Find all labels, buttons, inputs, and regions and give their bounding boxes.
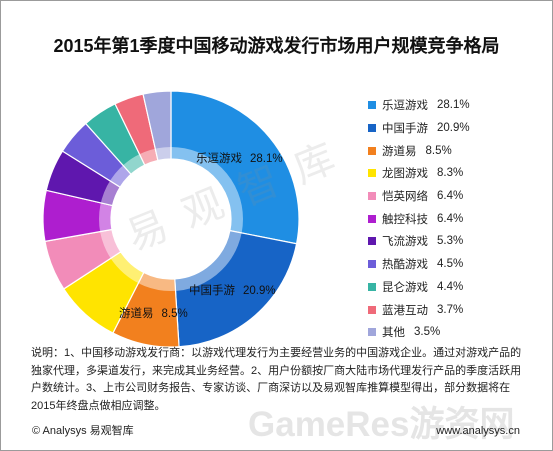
note-line-3: 户数统计。3、上市公司财务报告、专家访谈、厂商深访以及易观智库推算模型得出，部分…	[31, 382, 511, 394]
legend-item-4: 龙图游戏 8.3%	[368, 162, 470, 185]
legend-item-3: 游道易 8.5%	[368, 139, 470, 162]
legend-label: 龙图游戏	[382, 168, 428, 181]
site-watermark: GameRes游资网	[248, 405, 515, 444]
legend-item-5: 恺英网络 6.4%	[368, 185, 470, 208]
legend-swatch	[368, 192, 376, 201]
note-line-4: 2015年终盘点做相应调整。	[31, 399, 166, 412]
data-label-value: 8.5%	[161, 308, 188, 320]
footer-url: www.analysys.cn	[436, 425, 520, 437]
legend-item-1: 乐逗游戏 28.1%	[368, 94, 470, 117]
data-label-value: 20.9%	[243, 285, 276, 297]
legend-swatch	[368, 124, 376, 133]
legend-label: 热酷游戏	[382, 259, 428, 272]
data-label-1: 乐逗游戏 28.1%	[196, 151, 283, 167]
chart-title: 2015年第1季度中国移动游戏发行市场用户规模竞争格局	[53, 36, 500, 56]
legend-label: 乐逗游戏	[382, 100, 428, 113]
legend-swatch	[368, 146, 376, 155]
legend-item-11: 其他 3.5%	[368, 321, 470, 344]
data-label-3: 游道易 8.5%	[119, 306, 188, 322]
legend-value: 3.5%	[414, 326, 441, 339]
legend-swatch	[368, 305, 376, 314]
legend-swatch	[368, 328, 376, 337]
legend-value: 6.4%	[437, 212, 464, 225]
donut-inner-ring	[99, 147, 243, 291]
legend-value: 8.3%	[437, 167, 464, 180]
legend-item-9: 昆仑游戏 4.4%	[368, 276, 470, 299]
legend-label: 中国手游	[382, 123, 428, 136]
legend-label: 触控科技	[382, 213, 428, 226]
legend-value: 28.1%	[437, 99, 470, 112]
chart-legend: 乐逗游戏 28.1% 中国手游 20.9% 游道易 8.5% 龙图游戏 8.3% 恺英网络 6.4…	[368, 94, 470, 344]
data-label-name: 游道易	[119, 308, 154, 320]
data-label-value: 28.1%	[250, 153, 283, 165]
legend-label: 蓝港互动	[382, 304, 428, 317]
legend-item-7: 飞流游戏 5.3%	[368, 230, 470, 253]
legend-item-2: 中国手游 20.9%	[368, 117, 470, 140]
legend-label: 恺英网络	[382, 191, 428, 204]
legend-label: 其他	[382, 327, 405, 340]
legend-item-6: 触控科技 6.4%	[368, 207, 470, 230]
footer-copyright: © Analysys 易观智库	[32, 425, 134, 437]
legend-value: 20.9%	[437, 122, 470, 135]
legend-swatch	[368, 214, 376, 223]
legend-swatch	[368, 169, 376, 178]
legend-value: 4.4%	[437, 280, 464, 293]
legend-label: 飞流游戏	[382, 236, 428, 249]
legend-value: 6.4%	[437, 190, 464, 203]
legend-value: 8.5%	[425, 144, 452, 157]
legend-value: 3.7%	[437, 303, 464, 316]
legend-value: 4.5%	[437, 258, 464, 271]
donut-hole	[111, 159, 231, 279]
legend-item-10: 蓝港互动 3.7%	[368, 298, 470, 321]
legend-swatch	[368, 237, 376, 246]
legend-swatch	[368, 282, 376, 291]
legend-value: 5.3%	[437, 235, 464, 248]
note-line-2: 独家代理，多渠道发行，来完成其业务经营。2、用户份额按厂商大陆市场代理发行产品的…	[31, 364, 522, 377]
note-line-1: 说明：1、中国移动游戏发行商：以游戏代理发行为主要经营业务的中国游戏企业。通过对…	[31, 347, 522, 359]
legend-item-8: 热酷游戏 4.5%	[368, 253, 470, 276]
chart-note: 说明：1、中国移动游戏发行商：以游戏代理发行为主要经营业务的中国游戏企业。通过对…	[31, 345, 536, 415]
data-label-name: 中国手游	[189, 285, 235, 297]
data-label-name: 乐逗游戏	[196, 153, 242, 165]
legend-label: 昆仑游戏	[382, 281, 428, 294]
legend-swatch	[368, 260, 376, 269]
legend-label: 游道易	[382, 145, 417, 158]
data-label-2: 中国手游 20.9%	[189, 283, 276, 299]
legend-swatch	[368, 101, 376, 110]
